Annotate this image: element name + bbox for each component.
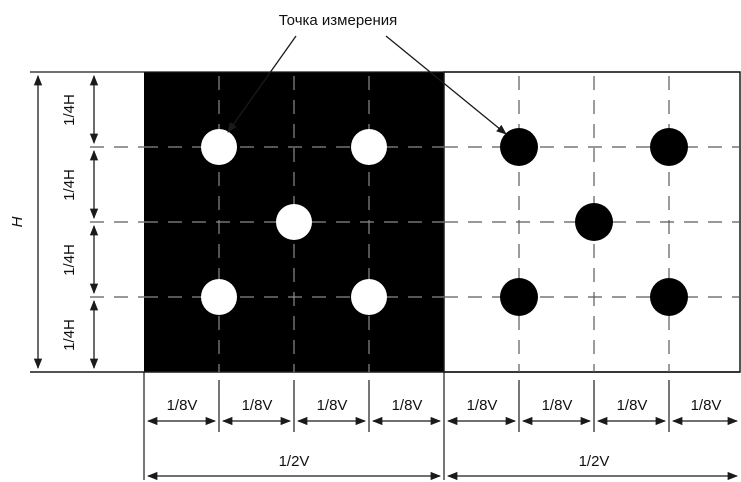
points-on-black (201, 129, 387, 315)
callout-arrow-right (385, 35, 507, 135)
callout-arrow-left (227, 35, 297, 133)
half-labels: 1/2V 1/2V (279, 453, 610, 470)
measurement-point (650, 278, 688, 316)
measurement-point (201, 129, 237, 165)
quarter-labels: 1/4H 1/4H 1/4H 1/4H (61, 94, 78, 351)
callout-label: Точка измерения (279, 12, 398, 29)
eighth-label: 1/8V (167, 397, 198, 414)
quarter-label: 1/4H (61, 169, 78, 201)
measurement-point (500, 128, 538, 166)
extension-lines (143, 372, 670, 480)
quarter-label: 1/4H (61, 94, 78, 126)
eighth-label: 1/8V (317, 397, 348, 414)
h-total-label: H (9, 216, 26, 227)
eighth-label: 1/8V (467, 397, 498, 414)
measurement-point (500, 278, 538, 316)
measurement-point (276, 204, 312, 240)
measurement-point (351, 279, 387, 315)
measurement-point (201, 279, 237, 315)
points-on-white (500, 128, 688, 316)
eighth-label: 1/8V (691, 397, 722, 414)
eighth-label: 1/8V (392, 397, 423, 414)
quarter-label: 1/4H (61, 319, 78, 351)
eighth-label: 1/8V (617, 397, 648, 414)
measurement-point (575, 203, 613, 241)
half-label: 1/2V (279, 453, 310, 470)
eighth-label: 1/8V (242, 397, 273, 414)
quarter-label: 1/4H (61, 244, 78, 276)
eighth-label: 1/8V (542, 397, 573, 414)
measurement-point (351, 129, 387, 165)
measurement-point (650, 128, 688, 166)
eighth-labels: 1/8V 1/8V 1/8V 1/8V 1/8V 1/8V 1/8V 1/8V (167, 397, 722, 414)
half-label: 1/2V (579, 453, 610, 470)
grid-dashes-white (90, 76, 740, 372)
